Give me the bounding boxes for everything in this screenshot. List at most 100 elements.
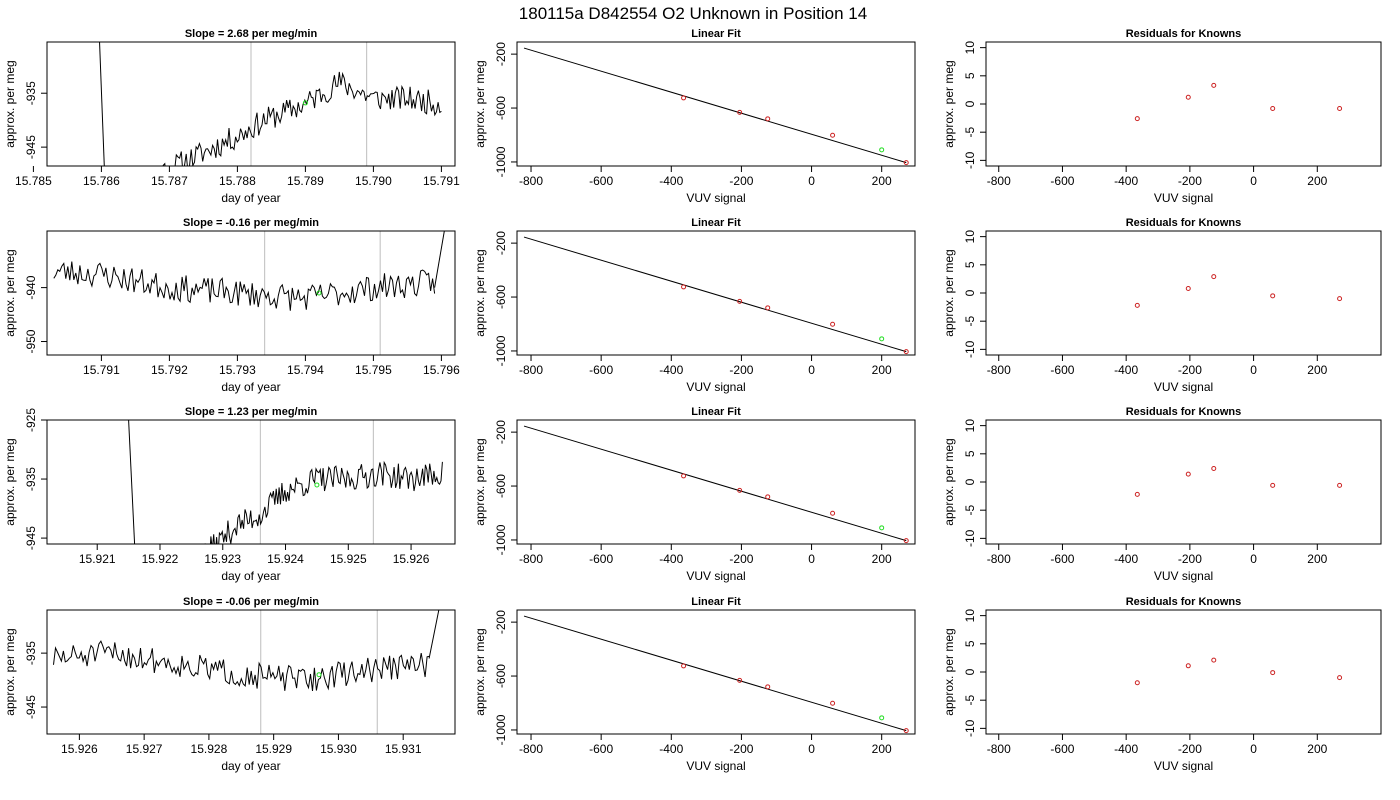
- chart-panel: Slope = -0.16 per meg/min day of year appr…: [3, 217, 460, 394]
- y-axis-label: approx. per meg: [473, 438, 487, 525]
- data-point: [903, 160, 909, 166]
- y-tick-label: -945: [24, 135, 38, 159]
- y-axis-label: approx. per meg: [942, 438, 956, 525]
- y-tick-label: -945: [24, 695, 38, 719]
- x-tick-label: -800: [519, 174, 543, 188]
- data-point: [1270, 293, 1276, 299]
- data-point: [1270, 670, 1276, 676]
- plot-frame: [46, 419, 456, 545]
- data-point: [765, 116, 771, 122]
- x-tick-label: 15.791: [423, 174, 460, 188]
- panel-grid: Slope = 2.68 per meg/min day of year appro…: [3, 28, 1382, 773]
- plot-area: [523, 236, 909, 355]
- panel-title: Slope = 1.23 per meg/min: [185, 406, 318, 418]
- y-tick-label: 0: [963, 289, 977, 296]
- data-point: [765, 494, 771, 500]
- highlight-point: [316, 672, 322, 678]
- y-tick-label: -935: [24, 641, 38, 665]
- data-point: [1211, 465, 1217, 471]
- x-tick-label: 200: [872, 552, 892, 566]
- x-tick-label: 200: [1307, 363, 1327, 377]
- x-tick-label: 15.927: [126, 742, 163, 756]
- y-tick-label: -200: [494, 42, 508, 66]
- x-tick-label: 15.924: [267, 552, 304, 566]
- y-tick-label: -200: [494, 231, 508, 255]
- x-tick-label: -400: [1114, 742, 1138, 756]
- panel-title: Slope = 2.68 per meg/min: [185, 28, 318, 40]
- data-point: [1337, 482, 1343, 488]
- y-tick-label: 5: [963, 72, 977, 79]
- trace-spike: [428, 610, 440, 659]
- x-tick-label: 15.796: [423, 363, 460, 377]
- data-point: [830, 700, 836, 706]
- data-point: [1211, 82, 1217, 88]
- x-tick-label: -600: [1050, 742, 1074, 756]
- fit-line: [523, 47, 907, 164]
- trace-spike: [128, 420, 136, 544]
- highlight-point: [879, 715, 885, 721]
- data-point: [1337, 675, 1343, 681]
- x-tick-label: 15.925: [330, 552, 367, 566]
- highlight-point: [316, 290, 322, 296]
- data-point: [903, 349, 909, 355]
- plot-frame: [516, 609, 916, 735]
- data-point: [830, 321, 836, 327]
- x-tick-label: -800: [987, 552, 1011, 566]
- x-tick-label: -200: [729, 174, 753, 188]
- x-tick-label: 0: [1250, 552, 1257, 566]
- x-tick-label: -600: [589, 742, 613, 756]
- x-tick-label: -400: [1114, 174, 1138, 188]
- x-tick-label: 0: [1250, 174, 1257, 188]
- x-tick-label: -800: [987, 363, 1011, 377]
- x-tick-label: 15.922: [142, 552, 179, 566]
- data-point: [1134, 302, 1140, 308]
- fit-line: [523, 615, 907, 732]
- y-axis-label: approx. per meg: [3, 628, 17, 715]
- x-tick-label: 200: [872, 742, 892, 756]
- highlight-point: [879, 147, 885, 153]
- plot-frame: [985, 419, 1382, 545]
- y-tick-label: 10: [963, 41, 977, 55]
- plot-frame: [516, 230, 916, 356]
- y-axis-label: approx. per meg: [3, 249, 17, 336]
- y-tick-label: -600: [494, 664, 508, 688]
- x-tick-label: 200: [872, 363, 892, 377]
- x-tick-label: 15.926: [61, 742, 98, 756]
- panel-title: Residuals for Knowns: [1126, 217, 1242, 229]
- panel-title: Linear Fit: [691, 596, 741, 608]
- plot-area: [523, 425, 909, 544]
- trace-spike: [434, 231, 445, 288]
- data-point: [765, 305, 771, 311]
- highlight-point: [302, 100, 308, 106]
- highlight-point: [314, 482, 320, 488]
- panel-title: Residuals for Knowns: [1126, 596, 1242, 608]
- x-axis-label: VUV signal: [686, 569, 745, 583]
- panel-title: Slope = -0.06 per meg/min: [183, 596, 319, 608]
- x-tick-label: -600: [589, 552, 613, 566]
- x-tick-label: -200: [1178, 174, 1202, 188]
- x-tick-label: -600: [589, 363, 613, 377]
- y-tick-label: -5: [963, 316, 977, 327]
- x-tick-label: -400: [659, 742, 683, 756]
- x-tick-label: -800: [519, 552, 543, 566]
- data-point: [830, 510, 836, 516]
- x-tick-label: -800: [987, 174, 1011, 188]
- data-point: [1337, 106, 1343, 112]
- x-tick-label: -600: [1050, 552, 1074, 566]
- y-tick-label: -10: [963, 719, 977, 737]
- x-tick-label: -800: [987, 742, 1011, 756]
- data-point: [1134, 116, 1140, 122]
- plot-area: [1134, 465, 1343, 497]
- plot-frame: [985, 230, 1382, 356]
- chart-panel: Residuals for Knowns VUV signal approx. pe…: [942, 596, 1382, 773]
- y-axis-label: approx. per meg: [942, 60, 956, 147]
- x-tick-label: 15.931: [385, 742, 422, 756]
- trace-line: [53, 261, 436, 311]
- y-tick-label: -940: [24, 275, 38, 299]
- plot-area: [128, 420, 443, 544]
- x-axis-label: VUV signal: [686, 759, 745, 773]
- y-axis-label: approx. per meg: [473, 628, 487, 715]
- plot-frame: [516, 41, 916, 167]
